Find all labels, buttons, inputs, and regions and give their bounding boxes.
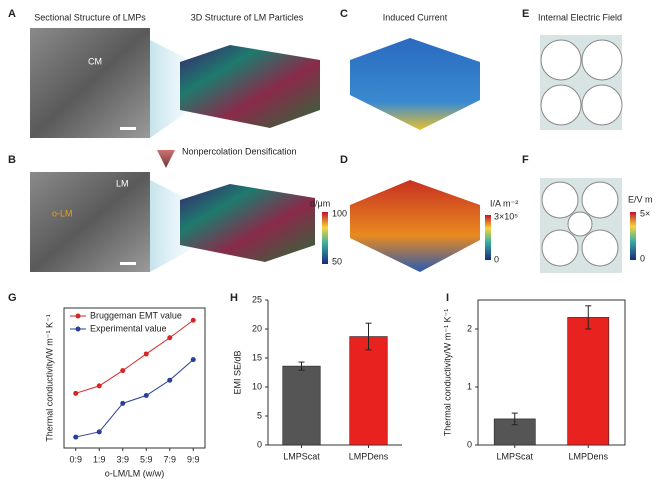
- y-tick-label: 15: [252, 352, 262, 362]
- sem-image: [30, 28, 150, 138]
- particle: [581, 84, 623, 126]
- point: [73, 390, 79, 396]
- colorbar-tick: 5×: [640, 208, 650, 218]
- x-tick-label: 9:9: [187, 454, 200, 464]
- particle: [540, 39, 582, 81]
- colorbar-label: I/A m⁻²: [490, 198, 518, 208]
- y-axis-label: Thermal conductivity/W m⁻¹ K⁻¹: [442, 309, 452, 437]
- y-tick-label: 0: [257, 439, 262, 449]
- y-tick-label: 5: [257, 410, 262, 420]
- series-line: [75, 359, 194, 438]
- panel-label: E: [522, 8, 529, 20]
- bar: [349, 336, 388, 446]
- colorbar-tick: 3×10⁵: [494, 211, 518, 221]
- bar: [567, 317, 610, 446]
- plot-frame: [477, 299, 626, 446]
- x-tick-label: 5:9: [140, 454, 153, 464]
- particle: [581, 39, 623, 81]
- arrow: [157, 150, 175, 168]
- panel-title: Induced Current: [383, 12, 448, 22]
- particle-slab: [180, 45, 320, 128]
- x-tick-label: LMPScat: [496, 451, 533, 461]
- image-panels: A B C D E F G H I Sectional Structure of…: [8, 8, 653, 304]
- panel-label: A: [8, 8, 16, 20]
- x-tick-label: LMPDens: [349, 451, 389, 461]
- sem-image: [30, 172, 150, 272]
- particle: [567, 211, 593, 237]
- point: [143, 393, 149, 398]
- legend-marker: [75, 313, 81, 319]
- point: [143, 351, 149, 357]
- y-tick-label: 0: [467, 439, 472, 449]
- point: [167, 377, 173, 383]
- image-label: CM: [88, 56, 102, 66]
- scale-bar: [120, 262, 136, 265]
- y-tick-label: 2: [467, 323, 472, 333]
- particle: [581, 229, 619, 267]
- point: [190, 317, 196, 323]
- colorbar-label: E/V m: [628, 194, 653, 204]
- colorbar: [485, 215, 491, 260]
- particle: [541, 229, 579, 267]
- induced-current-model: [350, 180, 480, 272]
- colorbar: [322, 212, 328, 264]
- colorbar-tick: 50: [332, 256, 342, 266]
- panel-label: B: [8, 154, 16, 166]
- x-tick-label: 3:9: [116, 454, 129, 464]
- colorbar-tick: 0: [494, 254, 499, 264]
- panel-title: 3D Structure of LM Particles: [191, 12, 304, 22]
- point: [96, 383, 102, 389]
- y-axis-label: Thermal conductivity/W m⁻¹ K⁻¹: [44, 314, 54, 442]
- image-label: o-LM: [52, 208, 73, 218]
- panel-label: G: [8, 292, 17, 304]
- induced-current-model: [350, 38, 480, 130]
- y-tick-label: 20: [252, 323, 262, 333]
- series-line: [75, 319, 194, 394]
- image-label: LM: [116, 178, 129, 188]
- x-tick-label: 1:9: [93, 454, 106, 464]
- point: [73, 434, 79, 440]
- legend-label: Experimental value: [90, 323, 167, 333]
- point: [167, 335, 173, 341]
- y-tick-label: 10: [252, 381, 262, 391]
- arrow-label: Nonpercolation Densification: [182, 146, 297, 156]
- panel-label: F: [522, 154, 529, 166]
- panel-label: D: [340, 154, 348, 166]
- colorbar-label: d/μm: [310, 198, 330, 208]
- y-tick-label: 1: [467, 381, 472, 391]
- x-tick-label: 7:9: [163, 454, 176, 464]
- plot-frame: [63, 307, 206, 449]
- particle: [540, 84, 582, 126]
- colorbar: [630, 212, 636, 260]
- point: [190, 357, 196, 363]
- panel-label: H: [230, 292, 238, 304]
- y-axis-label: EMI SE/dB: [232, 350, 242, 394]
- legend-marker: [75, 326, 81, 332]
- particle: [541, 181, 579, 219]
- scale-bar: [120, 127, 136, 130]
- y-tick-label: 25: [252, 294, 262, 304]
- point: [120, 368, 126, 374]
- x-tick-label: LMPDens: [568, 451, 608, 461]
- point: [120, 400, 126, 406]
- x-axis-label: o-LM/LM (w/w): [105, 468, 165, 478]
- colorbar-tick: 0: [640, 253, 645, 263]
- panel-title: Sectional Structure of LMPs: [34, 12, 146, 22]
- panel-title: Internal Electric Field: [538, 12, 622, 22]
- bar: [282, 365, 321, 446]
- x-tick-label: LMPScat: [283, 451, 320, 461]
- colorbar-tick: 100: [332, 208, 347, 218]
- particle-slab: [180, 184, 315, 262]
- panel-label: I: [446, 292, 449, 304]
- panel-label: C: [340, 8, 348, 20]
- point: [96, 429, 102, 435]
- legend-label: Bruggeman EMT value: [90, 310, 182, 320]
- particle: [581, 181, 619, 219]
- x-tick-label: 0:9: [69, 454, 82, 464]
